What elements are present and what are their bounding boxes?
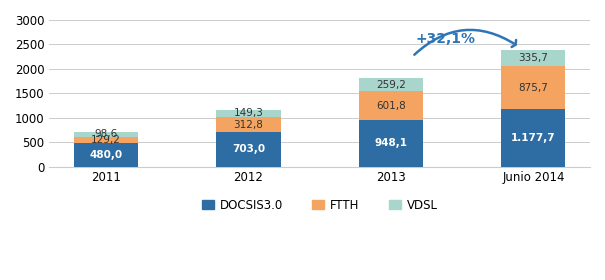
Bar — [502, 66, 566, 109]
Bar — [359, 120, 423, 167]
Bar — [502, 50, 566, 66]
Text: 129,2: 129,2 — [91, 135, 121, 145]
Text: 948,1: 948,1 — [374, 138, 407, 148]
Text: 149,3: 149,3 — [234, 108, 263, 118]
Bar — [74, 132, 138, 137]
Bar — [217, 117, 281, 132]
Bar — [502, 109, 566, 167]
Text: 480,0: 480,0 — [90, 150, 123, 160]
Bar — [74, 137, 138, 143]
Bar — [359, 91, 423, 120]
Bar — [359, 78, 423, 91]
Bar — [217, 132, 281, 167]
Text: 601,8: 601,8 — [376, 101, 406, 111]
Text: 335,7: 335,7 — [518, 53, 548, 63]
Text: +32,1%: +32,1% — [415, 32, 475, 46]
Legend: DOCSIS3.0, FTTH, VDSL: DOCSIS3.0, FTTH, VDSL — [197, 194, 442, 216]
Text: 98,6: 98,6 — [94, 129, 118, 139]
Text: 1.177,7: 1.177,7 — [511, 133, 556, 143]
Bar — [74, 143, 138, 167]
Bar — [217, 110, 281, 117]
Text: 259,2: 259,2 — [376, 80, 406, 90]
Text: 703,0: 703,0 — [232, 144, 265, 154]
Text: 312,8: 312,8 — [234, 120, 263, 130]
Text: 875,7: 875,7 — [518, 83, 548, 93]
